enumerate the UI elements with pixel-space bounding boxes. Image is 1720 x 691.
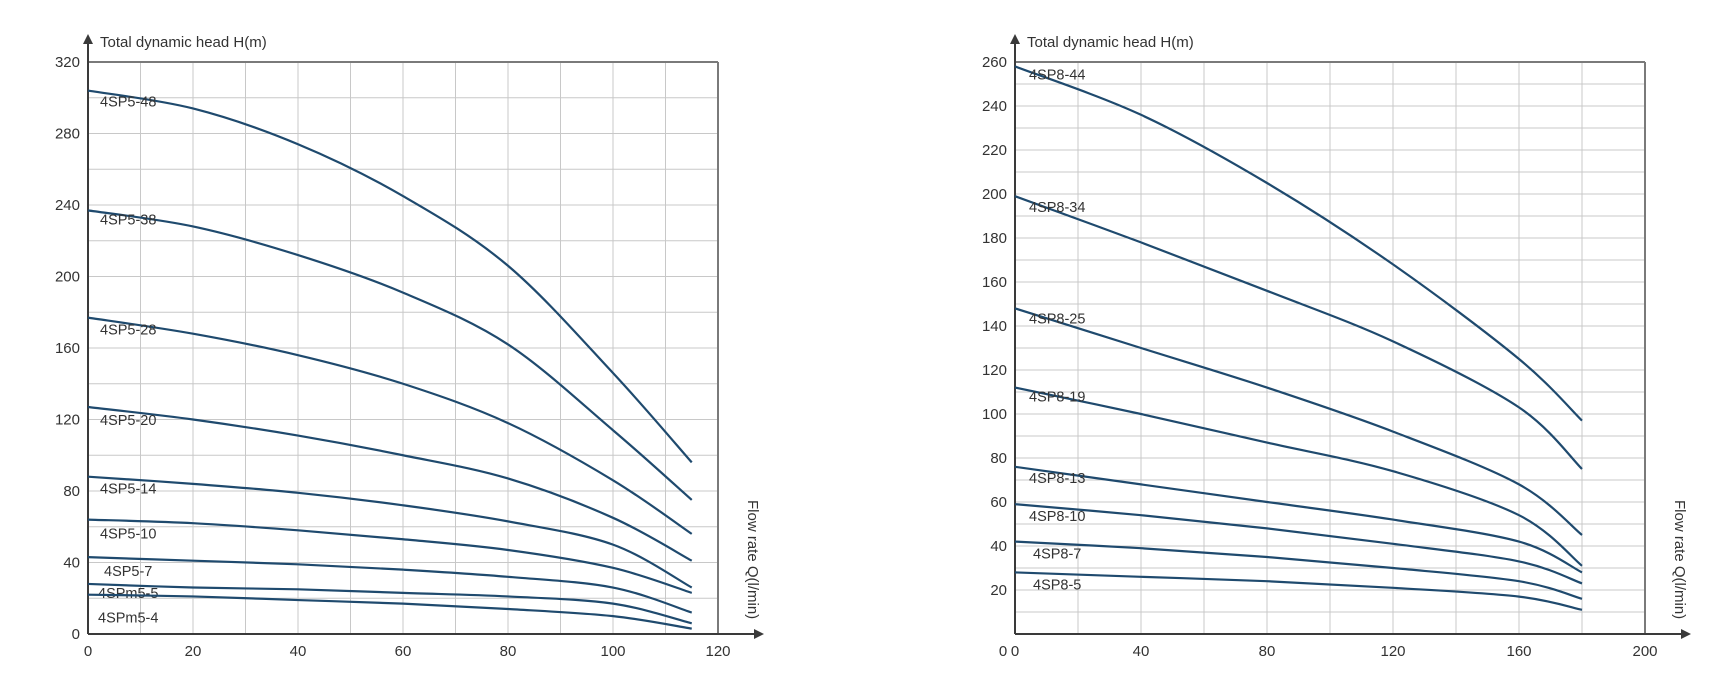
curve-label: 4SP8-25 [1029, 311, 1085, 327]
curve-4SP5-28 [87, 316, 693, 535]
curve-label: 4SP8-44 [1029, 67, 1085, 83]
y-tick-label: 40 [63, 555, 80, 572]
x-axis-title: Flow rate Q(l/min) [744, 500, 761, 619]
x-tick-label: 200 [1632, 643, 1657, 660]
y-tick-label: 160 [982, 274, 1007, 291]
chart-2: 20 40 60 80 100 120 140 160 180 200 220 240 260 0 40 80… [982, 34, 1691, 660]
x-tick-label: 40 [290, 643, 307, 660]
curve-label: 4SP8-5 [1033, 577, 1081, 593]
x-tick-label: 0 [84, 643, 92, 660]
y-tick-label: 60 [990, 494, 1007, 511]
curve-4SP8-25 [1014, 307, 1583, 536]
curve-label: 4SP8-19 [1029, 390, 1085, 406]
curve-label: 4SP8-13 [1029, 471, 1085, 487]
curve-4SP8-19 [1014, 386, 1583, 567]
curve-4SPm5-4 [87, 593, 692, 630]
curve-4SP8-5 [1014, 571, 1583, 611]
curve-4SP8-10 [1014, 503, 1583, 585]
y-axis-arrow [83, 34, 93, 44]
chart-1: 0 40 80 120 160 200 240 280 320 0 20 40 60 80 100 120 To… [55, 34, 764, 660]
origin-label: 0 [999, 643, 1007, 660]
curve-4SPm5-5 [87, 582, 693, 625]
curve-label: 4SP5-7 [104, 564, 152, 580]
x-tick-label: 160 [1506, 643, 1531, 660]
x-tick-label: 20 [185, 643, 202, 660]
curve-label: 4SP5-48 [100, 95, 156, 111]
y-tick-label: 120 [982, 362, 1007, 379]
curve-4SP5-14 [87, 475, 693, 589]
curve-label: 4SP8-10 [1029, 509, 1085, 525]
curve-4SP5-20 [87, 405, 693, 562]
x-tick-label: 80 [500, 643, 517, 660]
x-axis-arrow [1681, 629, 1691, 639]
x-tick-label: 120 [1380, 643, 1405, 660]
curve-label: 4SP5-20 [100, 413, 156, 429]
y-tick-label: 40 [990, 538, 1007, 555]
y-tick-label: 80 [990, 450, 1007, 467]
y-tick-label: 180 [982, 230, 1007, 247]
y-tick-label: 100 [982, 406, 1007, 423]
curve-label: 4SP5-14 [100, 482, 156, 498]
curve-label: 4SP5-28 [100, 323, 156, 339]
x-tick-label: 40 [1133, 643, 1150, 660]
y-tick-label: 20 [990, 582, 1007, 599]
y-tick-label: 320 [55, 54, 80, 71]
x-axis-arrow [754, 629, 764, 639]
y-tick-label: 0 [72, 626, 80, 643]
curve-4SP8-34 [1014, 195, 1583, 470]
y-tick-label: 280 [55, 126, 80, 143]
grid [1015, 61, 1645, 634]
curve-label: 4SP5-10 [100, 527, 156, 543]
y-axis-arrow [1010, 34, 1020, 44]
y-tick-label: 220 [982, 142, 1007, 159]
curve-4SP5-7 [87, 556, 693, 614]
y-tick-label: 240 [982, 98, 1007, 115]
x-tick-label: 60 [395, 643, 412, 660]
curve-label: 4SP8-7 [1033, 547, 1081, 563]
y-axis-title: Total dynamic head H(m) [1027, 34, 1194, 51]
curve-label: 4SPm5-5 [98, 586, 158, 602]
y-tick-label: 240 [55, 197, 80, 214]
curve-4SP8-44 [1014, 65, 1583, 422]
y-tick-label: 140 [982, 318, 1007, 335]
y-tick-label: 80 [63, 483, 80, 500]
curve-4SP5-10 [87, 518, 693, 594]
curve-4SP5-38 [87, 209, 693, 501]
x-tick-label: 80 [1259, 643, 1276, 660]
curve-4SP8-7 [1014, 540, 1583, 600]
y-tick-label: 200 [982, 186, 1007, 203]
y-tick-label: 200 [55, 269, 80, 286]
y-tick-label: 120 [55, 412, 80, 429]
x-axis-title: Flow rate Q(l/min) [1671, 500, 1688, 619]
curve-4SP5-48 [87, 89, 693, 464]
curve-4SP8-13 [1014, 465, 1583, 574]
y-tick-label: 160 [55, 340, 80, 357]
x-tick-label: 0 [1011, 643, 1019, 660]
y-axis-title: Total dynamic head H(m) [100, 34, 267, 51]
curve-label: 4SP5-38 [100, 212, 156, 228]
curve-label: 4SP8-34 [1029, 200, 1085, 216]
x-tick-label: 100 [600, 643, 625, 660]
x-tick-label: 120 [705, 643, 730, 660]
y-tick-label: 260 [982, 54, 1007, 71]
curve-label: 4SPm5-4 [98, 611, 158, 627]
